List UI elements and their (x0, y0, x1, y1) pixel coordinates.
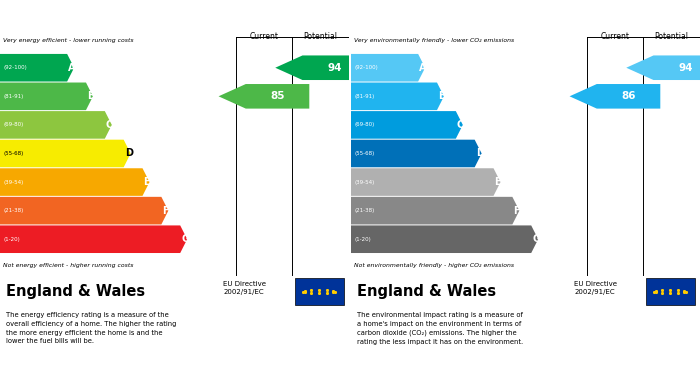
Text: EU Directive
2002/91/EC: EU Directive 2002/91/EC (575, 282, 617, 295)
Text: Very energy efficient - lower running costs: Very energy efficient - lower running co… (3, 38, 134, 43)
Text: G: G (181, 234, 189, 244)
Polygon shape (626, 56, 700, 80)
Text: B: B (87, 91, 94, 101)
Text: The energy efficiency rating is a measure of the
overall efficiency of a home. T: The energy efficiency rating is a measur… (6, 312, 176, 344)
Text: England & Wales: England & Wales (357, 284, 496, 299)
Text: (81-91): (81-91) (354, 94, 374, 99)
Text: 85: 85 (270, 91, 285, 101)
Text: (1-20): (1-20) (4, 237, 20, 242)
Polygon shape (0, 197, 168, 224)
Polygon shape (275, 56, 366, 80)
Text: A: A (419, 63, 427, 73)
Text: England & Wales: England & Wales (6, 284, 146, 299)
Text: F: F (162, 206, 169, 216)
Text: (69-80): (69-80) (354, 122, 374, 127)
Polygon shape (0, 140, 131, 167)
Text: E: E (495, 177, 501, 187)
Polygon shape (351, 168, 500, 196)
Text: G: G (532, 234, 540, 244)
Polygon shape (218, 84, 309, 109)
Text: (39-54): (39-54) (354, 179, 374, 185)
Text: (21-38): (21-38) (4, 208, 24, 213)
Text: The environmental impact rating is a measure of
a home's impact on the environme: The environmental impact rating is a mea… (357, 312, 524, 345)
Polygon shape (0, 83, 93, 110)
Text: Not environmentally friendly - higher CO₂ emissions: Not environmentally friendly - higher CO… (354, 263, 514, 268)
Text: (92-100): (92-100) (4, 65, 27, 70)
Polygon shape (351, 54, 425, 82)
Polygon shape (0, 226, 187, 253)
Polygon shape (351, 140, 482, 167)
Text: Potential: Potential (304, 32, 337, 41)
Text: Very environmentally friendly - lower CO₂ emissions: Very environmentally friendly - lower CO… (354, 38, 514, 43)
Text: Current: Current (601, 32, 629, 41)
Polygon shape (351, 83, 444, 110)
Text: 94: 94 (678, 63, 692, 73)
Text: (55-68): (55-68) (354, 151, 374, 156)
Text: 94: 94 (327, 63, 342, 73)
Text: (55-68): (55-68) (4, 151, 24, 156)
Bar (295, 278, 344, 305)
Polygon shape (0, 168, 150, 196)
Text: (39-54): (39-54) (4, 179, 24, 185)
Polygon shape (351, 197, 519, 224)
Bar (646, 278, 695, 305)
Text: Environmental Impact (CO₂) Rating: Environmental Impact (CO₂) Rating (356, 7, 588, 20)
Polygon shape (570, 84, 660, 109)
Text: C: C (106, 120, 113, 130)
Text: 86: 86 (622, 91, 636, 101)
Text: E: E (144, 177, 150, 187)
Text: (92-100): (92-100) (354, 65, 378, 70)
Text: Potential: Potential (654, 32, 689, 41)
Text: D: D (125, 149, 133, 158)
Text: Energy Efficiency Rating: Energy Efficiency Rating (4, 7, 167, 20)
Text: B: B (438, 91, 445, 101)
Text: Current: Current (249, 32, 279, 41)
Polygon shape (351, 111, 463, 139)
Text: (1-20): (1-20) (354, 237, 371, 242)
Text: F: F (513, 206, 520, 216)
Text: A: A (68, 63, 76, 73)
Polygon shape (351, 226, 538, 253)
Text: EU Directive
2002/91/EC: EU Directive 2002/91/EC (223, 282, 267, 295)
Text: (21-38): (21-38) (354, 208, 374, 213)
Polygon shape (0, 111, 112, 139)
Text: Not energy efficient - higher running costs: Not energy efficient - higher running co… (3, 263, 133, 268)
Text: (69-80): (69-80) (4, 122, 24, 127)
Polygon shape (0, 54, 74, 82)
Text: D: D (476, 149, 484, 158)
Text: C: C (457, 120, 464, 130)
Text: (81-91): (81-91) (4, 94, 24, 99)
